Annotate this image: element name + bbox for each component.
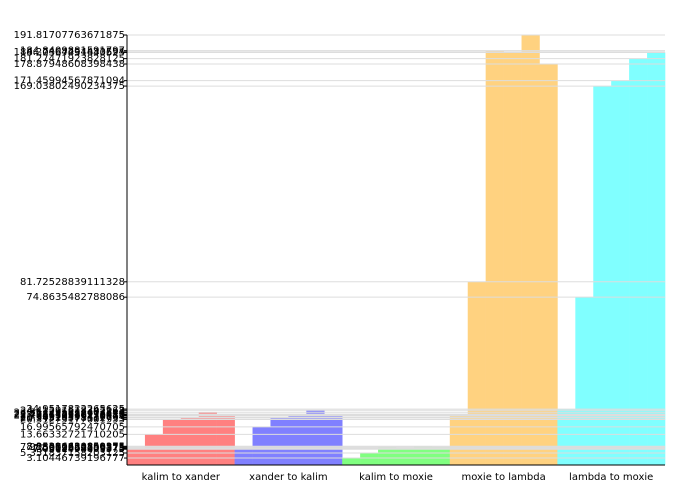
bar — [575, 297, 594, 465]
y-tick-label: 22.718448638916016 — [14, 409, 125, 420]
bar — [647, 52, 666, 466]
y-tick-label: 74.8635482788086 — [26, 292, 125, 303]
y-tick-label: 7.918670654296875 — [20, 442, 125, 453]
x-tick-label: kalim to xander — [142, 472, 221, 483]
bar — [431, 447, 451, 465]
bar — [593, 86, 612, 465]
y-tick-label: 8.35296630859375 — [26, 441, 125, 452]
x-tick-label: kalim to moxie — [359, 472, 433, 483]
y-tick-label: 16.99565792470705 — [20, 422, 125, 433]
bar — [198, 412, 217, 465]
y-tick-label: 13.66332721710205 — [20, 429, 125, 440]
bar — [629, 58, 648, 466]
bar — [503, 51, 522, 465]
y-tick-label: 5.351837158203125 — [20, 448, 125, 459]
y-tick-label: 7.95062255859375 — [26, 442, 125, 453]
y-tick-label: 169.03802490234375 — [14, 81, 125, 92]
bar — [521, 35, 540, 465]
y-tick-label: 22.04637336730957 — [20, 411, 125, 422]
bar — [342, 458, 361, 465]
bar — [396, 448, 415, 465]
y-tick-label: 20.94520378112793 — [20, 413, 125, 424]
bar — [467, 281, 486, 465]
y-tick-label: 178.87948608398438 — [14, 59, 125, 70]
bar — [324, 414, 343, 465]
bar — [449, 414, 469, 465]
bar — [378, 447, 397, 465]
x-tick-label: lambda to moxie — [569, 472, 653, 483]
y-tick-label: 184.8409881591797 — [20, 46, 125, 57]
y-tick-label: 22.135570526123047 — [14, 410, 125, 421]
y-tick-label: 22.495712280273438 — [14, 410, 125, 421]
y-tick-label: 191.81707763671875 — [14, 30, 125, 41]
y-tick-label: 7.5003662109375 — [33, 443, 125, 454]
bar — [360, 453, 379, 465]
y-tick-label: 7.0511474609375 — [33, 444, 125, 455]
y-tick-label: 20.31275177001953 — [20, 414, 125, 425]
y-tick-label: 23.517295837402344 — [14, 407, 125, 418]
bar — [162, 419, 182, 465]
y-tick-label: 184.27464294433594 — [14, 47, 125, 58]
y-tick-label: 24.9517822265625 — [26, 404, 125, 415]
bar — [485, 50, 504, 466]
bar — [557, 409, 576, 465]
y-tick-label: 24.41291618347168 — [20, 405, 125, 416]
bar — [611, 80, 630, 465]
bar — [127, 448, 146, 465]
y-tick-label: 81.72528839111328 — [20, 277, 125, 288]
bar — [234, 449, 253, 465]
y-tick-label: 21.36215591430664 — [20, 412, 125, 423]
bar — [306, 410, 325, 465]
bar — [539, 64, 558, 466]
y-tick-label: 181.27471923828125 — [14, 54, 125, 65]
x-tick-label: xander to kalim — [249, 472, 327, 483]
bar — [413, 446, 433, 465]
y-tick-label: 7.382568359375 — [39, 443, 125, 454]
x-tick-label: moxie to lambda — [461, 472, 545, 483]
y-tick-label: 3.10446739196777 — [26, 453, 125, 464]
y-tick-label: 184.0367431640625 — [20, 47, 125, 58]
y-tick-label: 171.45994567871094 — [14, 76, 125, 87]
